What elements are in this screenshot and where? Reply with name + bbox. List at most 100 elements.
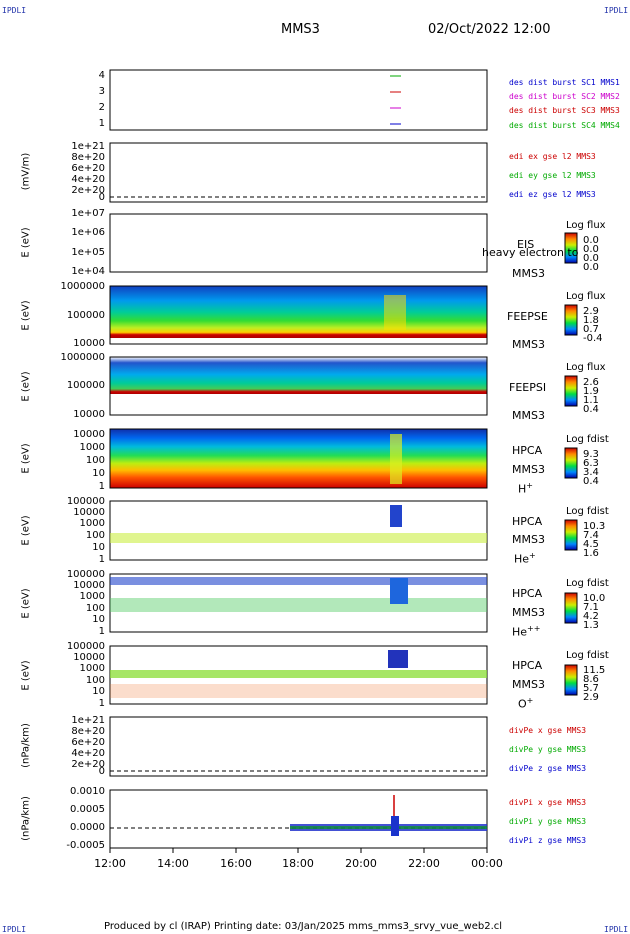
divpe-ytick-1: 8e+20 — [71, 726, 105, 737]
hpca-he2-spacecraft: MMS3 — [512, 606, 545, 619]
divpi-ytick-1: 0.0005 — [70, 804, 105, 815]
burst-ytick-1: 1 — [98, 118, 105, 129]
hpca-he1-ytick-0: 100000 — [66, 496, 105, 507]
eis-ylabel: E (eV) — [20, 227, 32, 258]
edi-ytick-4: 2e+20 — [71, 185, 105, 196]
feepse-ytick-1: 100000 — [66, 310, 105, 321]
panel-burst — [109, 69, 488, 131]
plot-datetime: 02/Oct/2022 12:00 — [428, 22, 551, 37]
feepsi-cb-val-3: 0.4 — [583, 404, 599, 415]
feepse-ytick-2: 10000 — [73, 338, 105, 349]
xtick-1800: 18:00 — [282, 857, 314, 870]
colorbar-hpca-he2 — [564, 592, 578, 624]
hpca-h-cb-val-0: 9.3 — [583, 449, 599, 460]
edi-legend-z: edi ez gse l2 MMS3 — [509, 190, 596, 199]
feepsi-colorbar-title: Log flux — [566, 362, 606, 373]
eis-spacecraft: MMS3 — [512, 267, 545, 280]
hpca-he2-ylabel: E (eV) — [20, 588, 32, 619]
hpca-he1-cb-val-3: 1.6 — [583, 548, 599, 559]
divpi-legend-z: divPi z gse MMS3 — [509, 836, 587, 845]
hpca-he2-ytick-0: 100000 — [66, 569, 105, 580]
hpca-he2-cb-val-1: 7.1 — [583, 602, 599, 613]
hpca-he2-ytick-2: 1000 — [79, 591, 105, 602]
hpca-h-ytick-1: 1000 — [79, 442, 105, 453]
hpca-o-cb-val-3: 2.9 — [583, 692, 599, 703]
eis-cb-val-3: 0.0 — [583, 262, 599, 273]
colorbar-hpca-o — [564, 664, 578, 696]
hpca-o-instrument: HPCA — [512, 659, 543, 672]
edi-ytick-2: 6e+20 — [71, 163, 105, 174]
divpi-ytick-0: 0.0010 — [70, 786, 105, 797]
hpca-he1-ytick-4: 10 — [92, 542, 105, 553]
hpca-he1-ytick-1: 10000 — [73, 507, 105, 518]
eis-cb-val-1: 0.0 — [583, 244, 599, 255]
corner-label-top-left: IPDLI — [2, 6, 27, 15]
feepse-enhancement — [384, 295, 406, 330]
feepsi-ytick-2: 10000 — [73, 409, 105, 420]
panel-hpca-o — [109, 645, 578, 705]
colorbar-hpca-he1 — [564, 519, 578, 551]
hpca-h-ytick-4: 1 — [98, 481, 105, 492]
edi-legend-x: edi ex gse l2 MMS3 — [509, 152, 596, 161]
hpca-he1-burst — [390, 505, 402, 527]
feepsi-cb-val-2: 1.1 — [583, 395, 599, 406]
hpca-o-colorbar-title: Log fdist — [566, 650, 609, 661]
hpca-he1-spacecraft: MMS3 — [512, 533, 545, 546]
hpca-h-cb-val-3: 0.4 — [583, 476, 599, 487]
divpi-ytick-2: 0.0000 — [70, 822, 105, 833]
corner-label-top-right: IPDLI — [604, 6, 629, 15]
feepsi-cb-val-0: 2.6 — [583, 377, 599, 388]
xtick-1200: 12:00 — [94, 857, 126, 870]
burst-legend-1: des dist burst SC1 MMS1 — [509, 78, 620, 87]
eis-ytick-2: 1e+05 — [71, 247, 105, 258]
hpca-he1-colorbar-title: Log fdist — [566, 506, 609, 517]
colorbar-eis — [564, 232, 578, 264]
corner-label-bottom-right: IPDLI — [604, 925, 629, 934]
hpca-he1-cb-val-2: 4.5 — [583, 539, 599, 550]
divpi-y-trace — [290, 826, 487, 829]
hpca-he2-cb-val-3: 1.3 — [583, 620, 599, 631]
edi-ytick-0: 1e+21 — [71, 141, 105, 152]
corner-label-bottom-left: IPDLI — [2, 925, 27, 934]
panel-divpe — [109, 716, 488, 777]
hpca-he2-instrument: HPCA — [512, 587, 543, 600]
hpca-he1-cb-val-0: 10.3 — [583, 521, 606, 532]
divpe-ytick-0: 1e+21 — [71, 715, 105, 726]
hpca-o-ytick-4: 10 — [92, 686, 105, 697]
hpca-o-ylabel: E (eV) — [20, 660, 32, 691]
burst-legend-2: des dist burst SC2 MMS2 — [509, 92, 620, 101]
hpca-he2-species: He++ — [512, 624, 541, 639]
feepse-cb-val-3: -0.4 — [583, 333, 603, 344]
hpca-he2-ytick-3: 100 — [85, 603, 105, 614]
hpca-o-spacecraft: MMS3 — [512, 678, 545, 691]
colorbar-hpca-h — [564, 447, 578, 479]
hpca-h-species: H+ — [518, 481, 533, 496]
panel-feepse — [109, 285, 578, 345]
hpca-h-cb-val-2: 3.4 — [583, 467, 599, 478]
hpca-h-spacecraft: MMS3 — [512, 463, 545, 476]
x-axis-ticks — [109, 848, 488, 853]
hpca-o-ytick-3: 100 — [85, 675, 105, 686]
xtick-2200: 22:00 — [408, 857, 440, 870]
hpca-he2-cb-val-2: 4.2 — [583, 611, 599, 622]
hpca-h-colorbar-title: Log fdist — [566, 434, 609, 445]
feepse-cb-val-0: 2.9 — [583, 306, 599, 317]
hpca-o-ytick-2: 1000 — [79, 663, 105, 674]
hpca-h-ylabel: E (eV) — [20, 443, 32, 474]
hpca-o-cb-val-1: 8.6 — [583, 674, 599, 685]
eis-colorbar-title: Log flux — [566, 220, 606, 231]
xtick-2000: 20:00 — [345, 857, 377, 870]
feepsi-ytick-0: 1000000 — [60, 352, 105, 363]
burst-legend-3: des dist burst SC3 MMS3 — [509, 106, 620, 115]
hpca-h-ytick-3: 10 — [92, 468, 105, 479]
panel-hpca-he2 — [109, 573, 578, 633]
feepsi-instrument: FEEPSI — [509, 381, 547, 394]
divpe-legend-y: divPe y gse MMS3 — [509, 745, 587, 754]
edi-legend-y: edi ey gse l2 MMS3 — [509, 171, 596, 180]
feepse-instrument: FEEPSE — [507, 310, 548, 323]
burst-ytick-4: 4 — [98, 70, 105, 81]
divpe-legend-x: divPe x gse MMS3 — [509, 726, 587, 735]
burst-ytick-3: 3 — [98, 86, 105, 97]
hpca-he2-ytick-1: 10000 — [73, 580, 105, 591]
divpi-ytick-3: -0.0005 — [66, 840, 105, 851]
